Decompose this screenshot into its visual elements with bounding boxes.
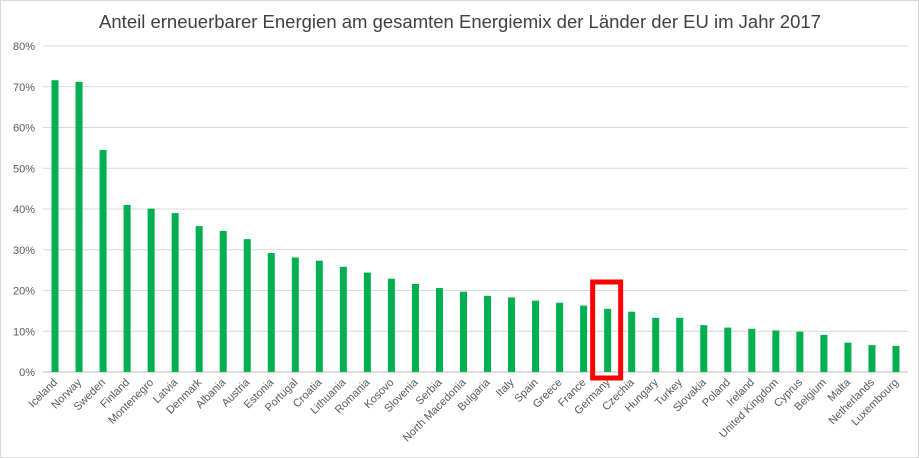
bar: [363, 272, 371, 372]
bar: [484, 295, 492, 372]
bar: [387, 278, 395, 372]
y-tick-label: 10%: [13, 326, 35, 338]
y-tick-label: 50%: [13, 163, 35, 175]
bar: [844, 342, 852, 372]
y-tick-label: 60%: [13, 123, 35, 135]
bar: [676, 317, 684, 372]
bar: [123, 204, 131, 372]
bar: [748, 328, 756, 372]
bar: [267, 253, 275, 372]
bar: [459, 291, 467, 372]
bar: [580, 305, 588, 372]
bar: [604, 308, 612, 372]
bar: [556, 302, 564, 372]
highlight-layer: [590, 279, 624, 381]
y-tick-label: 40%: [13, 204, 35, 216]
bar: [411, 283, 419, 372]
bar: [652, 317, 660, 372]
bar: [772, 330, 780, 372]
chart-title: Anteil erneuerbarer Energien am gesamten…: [99, 11, 821, 32]
bar: [171, 213, 179, 372]
bar: [51, 80, 59, 372]
bar: [75, 81, 83, 373]
bar: [532, 300, 540, 372]
bar: [147, 208, 155, 372]
bar: [99, 149, 107, 372]
bar: [868, 345, 876, 372]
y-axis-tick-labels: 0% 10% 20% 30% 40% 50% 60% 70% 80%: [13, 41, 35, 379]
bar: [820, 334, 828, 372]
bar: [796, 331, 804, 372]
y-tick-label: 0%: [19, 367, 35, 379]
bar: [339, 266, 347, 372]
bar: [219, 231, 227, 372]
bar: [628, 311, 636, 372]
y-tick-label: 70%: [13, 82, 35, 94]
bars: [51, 80, 900, 373]
bar: [508, 297, 516, 372]
bar: [724, 327, 732, 372]
bar: [700, 325, 708, 372]
x-axis-category-labels: IcelandNorwaySwedenFinlandMontenegroLatv…: [27, 376, 902, 444]
y-tick-label: 80%: [13, 41, 35, 53]
bar: [435, 288, 443, 372]
bar: [291, 257, 299, 372]
y-tick-label: 30%: [13, 245, 35, 257]
bar: [315, 260, 323, 372]
bar: [892, 345, 900, 372]
gridlines: [43, 45, 908, 373]
y-tick-label: 20%: [13, 286, 35, 298]
highlight-box: [590, 279, 624, 381]
bar: [195, 226, 203, 372]
bar: [243, 239, 251, 372]
